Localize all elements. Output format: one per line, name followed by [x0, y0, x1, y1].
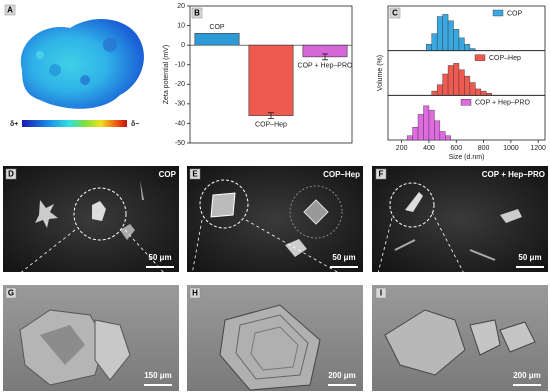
hist-bar	[434, 120, 441, 141]
hist-bar	[412, 126, 419, 141]
error-bar	[268, 112, 274, 119]
panel-label: C	[392, 9, 398, 18]
micrograph-d	[3, 166, 179, 272]
x-tick-label: 200	[396, 145, 408, 152]
panel-label-box	[191, 7, 203, 19]
bar-label: COP	[209, 24, 225, 31]
charge-label: δ−	[131, 121, 139, 128]
scale-bar-label: 50 μm	[332, 253, 355, 262]
hist-bar	[464, 44, 471, 51]
error-bar	[322, 53, 328, 61]
x-axis-label: Size (d.nm)	[449, 154, 485, 161]
legend-swatch	[460, 99, 472, 106]
hist-bar	[436, 84, 443, 96]
micrograph-title: COP–Hep	[323, 170, 360, 179]
hist-bar	[445, 135, 452, 141]
hist-bar	[480, 90, 487, 96]
y-tick-label: 0	[181, 42, 185, 49]
panel-label: D	[8, 170, 14, 179]
y-axis-label: Zeta potential (mV)	[163, 45, 170, 105]
hist-bar	[431, 33, 438, 51]
panel-label-box	[375, 287, 387, 299]
hist-bar	[442, 73, 449, 96]
hist-bar	[428, 109, 435, 141]
panel-label-box	[375, 168, 387, 180]
plot-frame	[189, 5, 353, 144]
sem-g	[3, 285, 179, 391]
hist-bar	[453, 63, 460, 96]
x-tick-label: 1200	[530, 145, 546, 152]
legend-label: COP + Hep–PRO	[475, 100, 530, 107]
molecule-surface	[20, 18, 144, 109]
y-tick-label: 20	[177, 3, 185, 10]
subplot-frame	[387, 94, 546, 141]
hist-bar	[426, 44, 432, 51]
scale-bar-label: 200 μm	[513, 371, 541, 380]
y-tick-label: -20	[175, 81, 185, 88]
y-axis-label: Volume (%)	[377, 55, 384, 91]
hist-bar	[439, 131, 446, 141]
hist-bar	[442, 14, 449, 51]
x-tick-label: 800	[478, 145, 490, 152]
x-tick-label: 400	[423, 145, 435, 152]
y-tick-label: 10	[177, 22, 185, 29]
legend-label: COP–Hep	[489, 55, 521, 62]
panel-label-box	[189, 168, 201, 180]
hist-bar	[447, 65, 454, 96]
legend-swatch	[474, 54, 486, 61]
x-tick-label: 1000	[503, 145, 519, 152]
legend-label: COP	[507, 10, 523, 17]
scale-bar-label: 150 μm	[144, 371, 172, 380]
hist-bar	[423, 105, 430, 141]
panel-label: H	[192, 289, 198, 298]
y-tick-label: -50	[175, 140, 185, 147]
panel-label: G	[8, 289, 14, 298]
hist-bar	[475, 88, 482, 96]
panel-label: E	[192, 170, 198, 179]
hist-bar	[417, 114, 424, 141]
zoom-lines	[4, 211, 471, 286]
hist-bar	[406, 135, 413, 141]
scale-bar-label: 50 μm	[148, 253, 171, 262]
panel-label-box	[389, 7, 401, 19]
panel-label-box	[4, 4, 16, 16]
y-tick-label: -40	[175, 120, 185, 127]
hist-bar	[458, 37, 465, 51]
panel-label: B	[194, 9, 200, 18]
panel-label: A	[7, 6, 13, 15]
charge-label: δ+	[10, 121, 18, 128]
color-scale	[22, 120, 127, 127]
hist-bar	[469, 82, 476, 96]
micrograph-title: COP	[159, 170, 177, 179]
x-tick-label: 600	[450, 145, 462, 152]
bar-label: COP + Hep–PRO	[298, 63, 353, 70]
y-tick-label: -30	[175, 101, 185, 108]
panel-label-box	[5, 168, 17, 180]
hist-bar	[453, 29, 460, 51]
hist-bar	[431, 90, 438, 96]
panel-label-box	[189, 287, 201, 299]
hist-bar	[464, 75, 471, 96]
sem-h	[187, 285, 363, 391]
bar-label: COP–Hep	[255, 121, 287, 128]
micrograph-e	[187, 166, 363, 272]
legend-swatch	[492, 9, 504, 17]
micrograph-title: COP + Hep–PRO	[482, 170, 545, 179]
micrograph-f	[372, 166, 548, 272]
hist-bar	[447, 20, 454, 51]
scale-bar-label: 200 μm	[328, 371, 356, 380]
bar	[194, 33, 240, 46]
scale-bar-label: 50 μm	[518, 253, 541, 262]
y-tick-label: -10	[175, 62, 185, 69]
panel-label: F	[379, 170, 384, 179]
panel-label: I	[380, 289, 382, 298]
panel-label-box	[5, 287, 17, 299]
hist-bar	[458, 69, 465, 96]
hist-bar	[436, 16, 443, 51]
bar	[248, 44, 294, 116]
sem-i	[372, 285, 548, 391]
